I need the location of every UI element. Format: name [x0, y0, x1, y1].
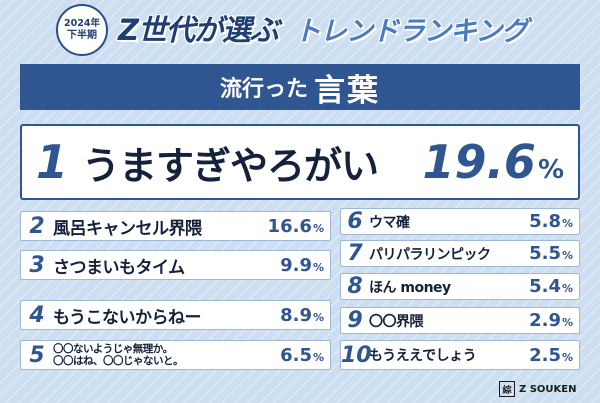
percent-unit: %: [561, 217, 573, 230]
percent-unit: %: [561, 249, 573, 262]
rank-number: 10: [341, 342, 372, 368]
percent-value: 2.9: [529, 310, 561, 331]
logo-text: Z SOUKEN: [519, 383, 577, 395]
rank-number: 3: [29, 252, 45, 278]
rank-word: もうええでしょう: [369, 348, 477, 364]
percent-value: 5.4: [529, 276, 561, 297]
percent-unit: %: [312, 310, 324, 324]
percent-unit: %: [537, 155, 564, 185]
rank-word: 風呂キャンセル界隈: [53, 218, 202, 239]
rank-number: 1: [35, 135, 68, 189]
percent-value: 9.9: [280, 254, 312, 276]
rank-number: 6: [347, 209, 363, 234]
rank-percent: 5.5%: [529, 243, 579, 264]
percent-value: 8.9: [280, 304, 312, 326]
rank-percent: 5.4%: [529, 276, 579, 297]
category-main: 言葉: [314, 72, 380, 109]
rank-row-7: 7 パリパラリンピック 5.5%: [340, 240, 580, 267]
rank-row-10: 10 もうええでしょう 2.5%: [340, 340, 580, 370]
percent-value: 5.5: [529, 243, 561, 264]
rank-row-4: 4 もうこないからねー 8.9%: [20, 300, 331, 330]
rank-number: 2: [29, 213, 45, 239]
rank-percent: 9.9%: [280, 255, 330, 276]
rank-percent: 19.6%: [398, 135, 578, 189]
rank-word: もうこないからねー: [53, 307, 202, 328]
badge-half: 下半期: [67, 29, 97, 41]
percent-unit: %: [561, 316, 573, 329]
rank-row-8: 8 ほん money 5.4%: [340, 273, 580, 300]
rank-percent: 6.5%: [280, 345, 330, 366]
title-sub: トレンドランキング: [294, 15, 528, 47]
rank-word: ウマ確: [369, 214, 410, 231]
category-bar: 流行った 言葉: [20, 64, 580, 110]
rank-percent: 8.9%: [280, 305, 330, 326]
percent-unit: %: [561, 282, 573, 295]
page-title: Z世代が選ぶ トレンドランキング: [118, 6, 528, 50]
rank-word-line-2: 〇〇はね、〇〇じゃないと。: [53, 355, 184, 367]
rank-number: 8: [347, 274, 363, 299]
rank-row-5: 5 〇〇ないようじゃ無理か。 〇〇はね、〇〇じゃないと。 6.5%: [20, 340, 331, 370]
logo-mark-icon: 綜: [499, 381, 515, 397]
percent-unit: %: [312, 350, 324, 364]
rank-word: さつまいもタイム: [53, 257, 185, 278]
title-main: Z世代が選ぶ: [118, 13, 279, 47]
rank-row-2: 2 風呂キャンセル界隈 16.6%: [20, 211, 331, 241]
brand-logo: 綜 Z SOUKEN: [499, 380, 577, 398]
rank-row-6: 6 ウマ確 5.8%: [340, 208, 580, 235]
rank-word: 〇〇界隈: [369, 313, 424, 330]
rank-number: 9: [347, 308, 363, 333]
rank-percent: 2.9%: [529, 310, 579, 331]
percent-unit: %: [561, 350, 573, 364]
period-badge: 2024年 下半期: [56, 4, 108, 56]
percent-unit: %: [312, 221, 324, 235]
rank-word: 〇〇ないようじゃ無理か。 〇〇はね、〇〇じゃないと。: [53, 343, 280, 367]
rank-number: 5: [29, 342, 45, 368]
rank-word: パリパラリンピック: [369, 246, 491, 263]
percent-value: 5.8: [529, 211, 561, 232]
rank-word: ほん money: [369, 279, 451, 296]
rank-percent: 5.8%: [529, 211, 579, 232]
percent-value: 16.6: [267, 215, 312, 237]
rank-word-line-1: 〇〇ないようじゃ無理か。: [53, 342, 173, 355]
rank-word: うますぎやろがい: [82, 143, 379, 188]
percent-value: 2.5: [529, 344, 561, 366]
badge-year: 2024年: [64, 17, 100, 29]
rank-percent: 2.5%: [529, 345, 579, 366]
percent-value: 19.6: [422, 135, 536, 189]
rank-row-9: 9 〇〇界隈 2.9%: [340, 307, 580, 334]
rank-number: 4: [29, 302, 45, 328]
rank-row-3: 3 さつまいもタイム 9.9%: [20, 250, 331, 280]
percent-unit: %: [312, 260, 324, 274]
rank-number: 7: [347, 241, 363, 266]
header: 2024年 下半期 Z世代が選ぶ トレンドランキング: [0, 0, 600, 62]
rank-1-card: 1 うますぎやろがい 19.6%: [20, 124, 580, 200]
rank-percent: 16.6%: [268, 216, 330, 237]
percent-value: 6.5: [280, 344, 312, 366]
category-prefix: 流行った: [219, 77, 308, 102]
